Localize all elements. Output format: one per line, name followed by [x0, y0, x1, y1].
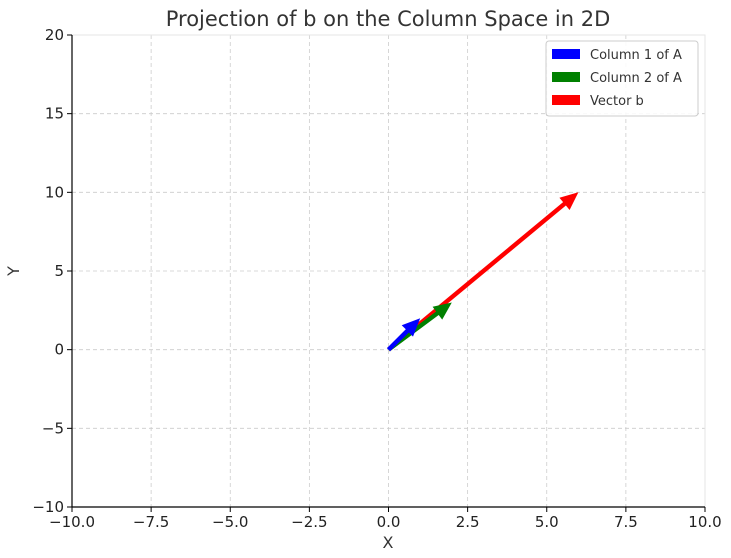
- chart-title: Projection of b on the Column Space in 2…: [166, 7, 611, 31]
- x-tick-label: 7.5: [614, 513, 638, 531]
- x-tick-label: 0.0: [377, 513, 401, 531]
- y-tick-label: 15: [45, 105, 64, 123]
- legend: Column 1 of A Column 2 of A Vector b: [545, 40, 699, 117]
- y-tick-label: 5: [54, 262, 64, 280]
- vector-arrow-column-2-of-a: [387, 302, 452, 352]
- vector-arrow-vector-b: [387, 192, 579, 352]
- x-tick-label: 2.5: [456, 513, 480, 531]
- x-tick-label: 5.0: [535, 513, 559, 531]
- x-tick-label: −7.5: [133, 513, 169, 531]
- y-tick-label: 20: [45, 26, 64, 44]
- y-tick-label: −10: [32, 498, 64, 516]
- x-tick-label: −10.0: [49, 513, 95, 531]
- y-tick-label: −5: [42, 419, 64, 437]
- legend-swatch: [552, 95, 580, 105]
- x-axis-label: X: [383, 533, 394, 552]
- legend-swatch: [552, 49, 580, 59]
- x-tick-label: −5.0: [212, 513, 248, 531]
- vector-arrow-column-1-of-a: [386, 318, 421, 352]
- y-tick-label: 10: [45, 183, 64, 201]
- x-tick-label: 10.0: [688, 513, 721, 531]
- legend-box: [545, 40, 699, 117]
- legend-label: Column 2 of A: [590, 71, 682, 86]
- legend-label: Column 1 of A: [590, 48, 682, 63]
- vectors: [386, 192, 579, 352]
- y-axis-label: Y: [4, 266, 23, 277]
- y-tick-label: 0: [54, 341, 64, 359]
- axis-ticks: −10.0 −7.5 −5.0 −2.5 0.0 2.5 5.0 7.5 10.0 −10 −5 0 5…: [32, 26, 721, 531]
- x-tick-label: −2.5: [291, 513, 327, 531]
- legend-swatch: [552, 72, 580, 82]
- legend-label: Vector b: [590, 94, 644, 109]
